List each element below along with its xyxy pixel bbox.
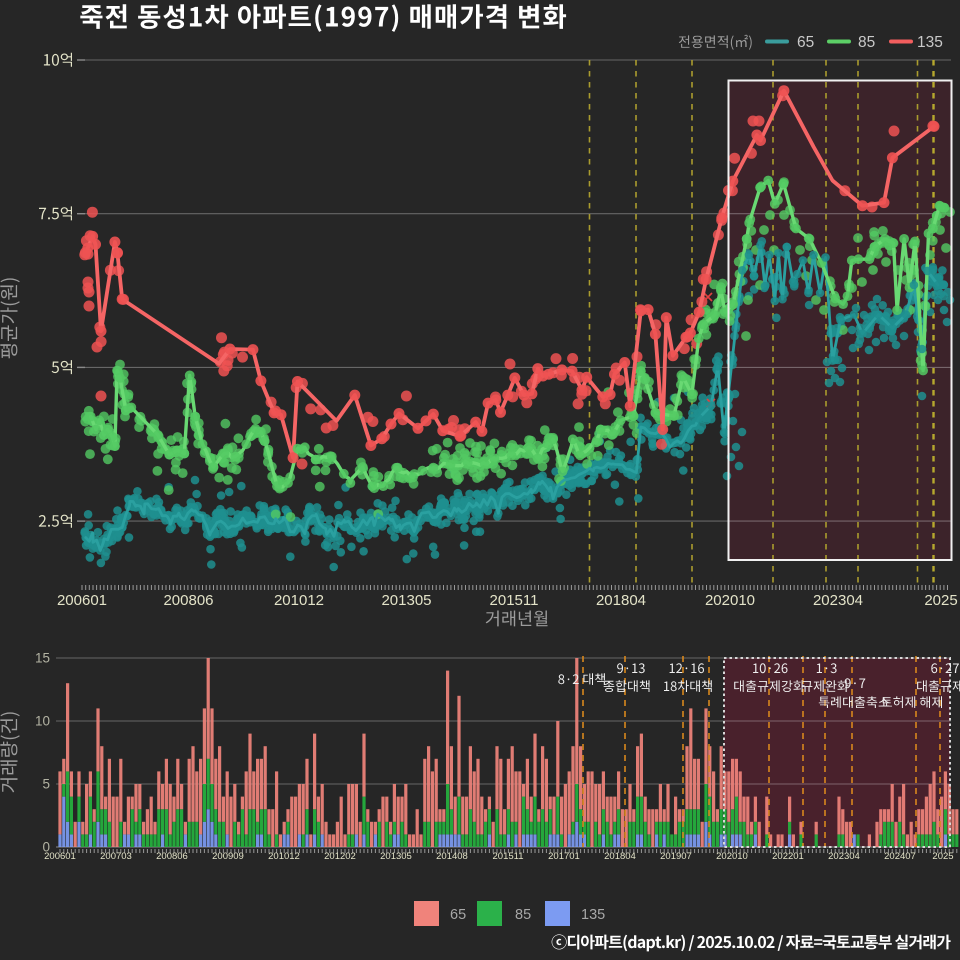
svg-text:2025: 2025 [932,851,953,862]
svg-text:85: 85 [858,34,875,51]
svg-text:5: 5 [42,777,50,792]
svg-text:202010: 202010 [716,851,748,862]
svg-text:135: 135 [581,907,605,923]
svg-text:200909: 200909 [212,851,244,862]
svg-text:200806: 200806 [163,592,213,609]
svg-text:202010: 202010 [705,592,755,609]
svg-text:0: 0 [42,840,50,855]
svg-text:202304: 202304 [813,592,863,609]
svg-text:15: 15 [35,651,50,666]
svg-text:2025: 2025 [924,592,957,609]
svg-text:201907: 201907 [660,851,692,862]
svg-text:202201: 202201 [772,851,804,862]
svg-text:65: 65 [450,907,466,923]
svg-text:10: 10 [35,714,50,729]
svg-text:85: 85 [515,907,531,923]
svg-text:202407: 202407 [884,851,916,862]
svg-text:200601: 200601 [57,592,107,609]
svg-text:201012: 201012 [274,592,324,609]
svg-text:201511: 201511 [493,851,524,862]
svg-text:200806: 200806 [156,851,188,862]
svg-text:201804: 201804 [596,592,646,609]
svg-text:201202: 201202 [324,851,356,862]
svg-text:202304: 202304 [828,851,860,862]
svg-text:65: 65 [797,34,814,51]
svg-text:201012: 201012 [268,851,300,862]
svg-text:201804: 201804 [604,851,636,862]
svg-text:201511: 201511 [490,592,539,609]
svg-text:201701: 201701 [548,851,580,862]
svg-text:200601: 200601 [44,851,76,862]
svg-text:201305: 201305 [380,851,412,862]
svg-text:200703: 200703 [100,851,132,862]
svg-text:201305: 201305 [381,592,431,609]
svg-text:201408: 201408 [436,851,468,862]
svg-text:135: 135 [917,34,943,51]
